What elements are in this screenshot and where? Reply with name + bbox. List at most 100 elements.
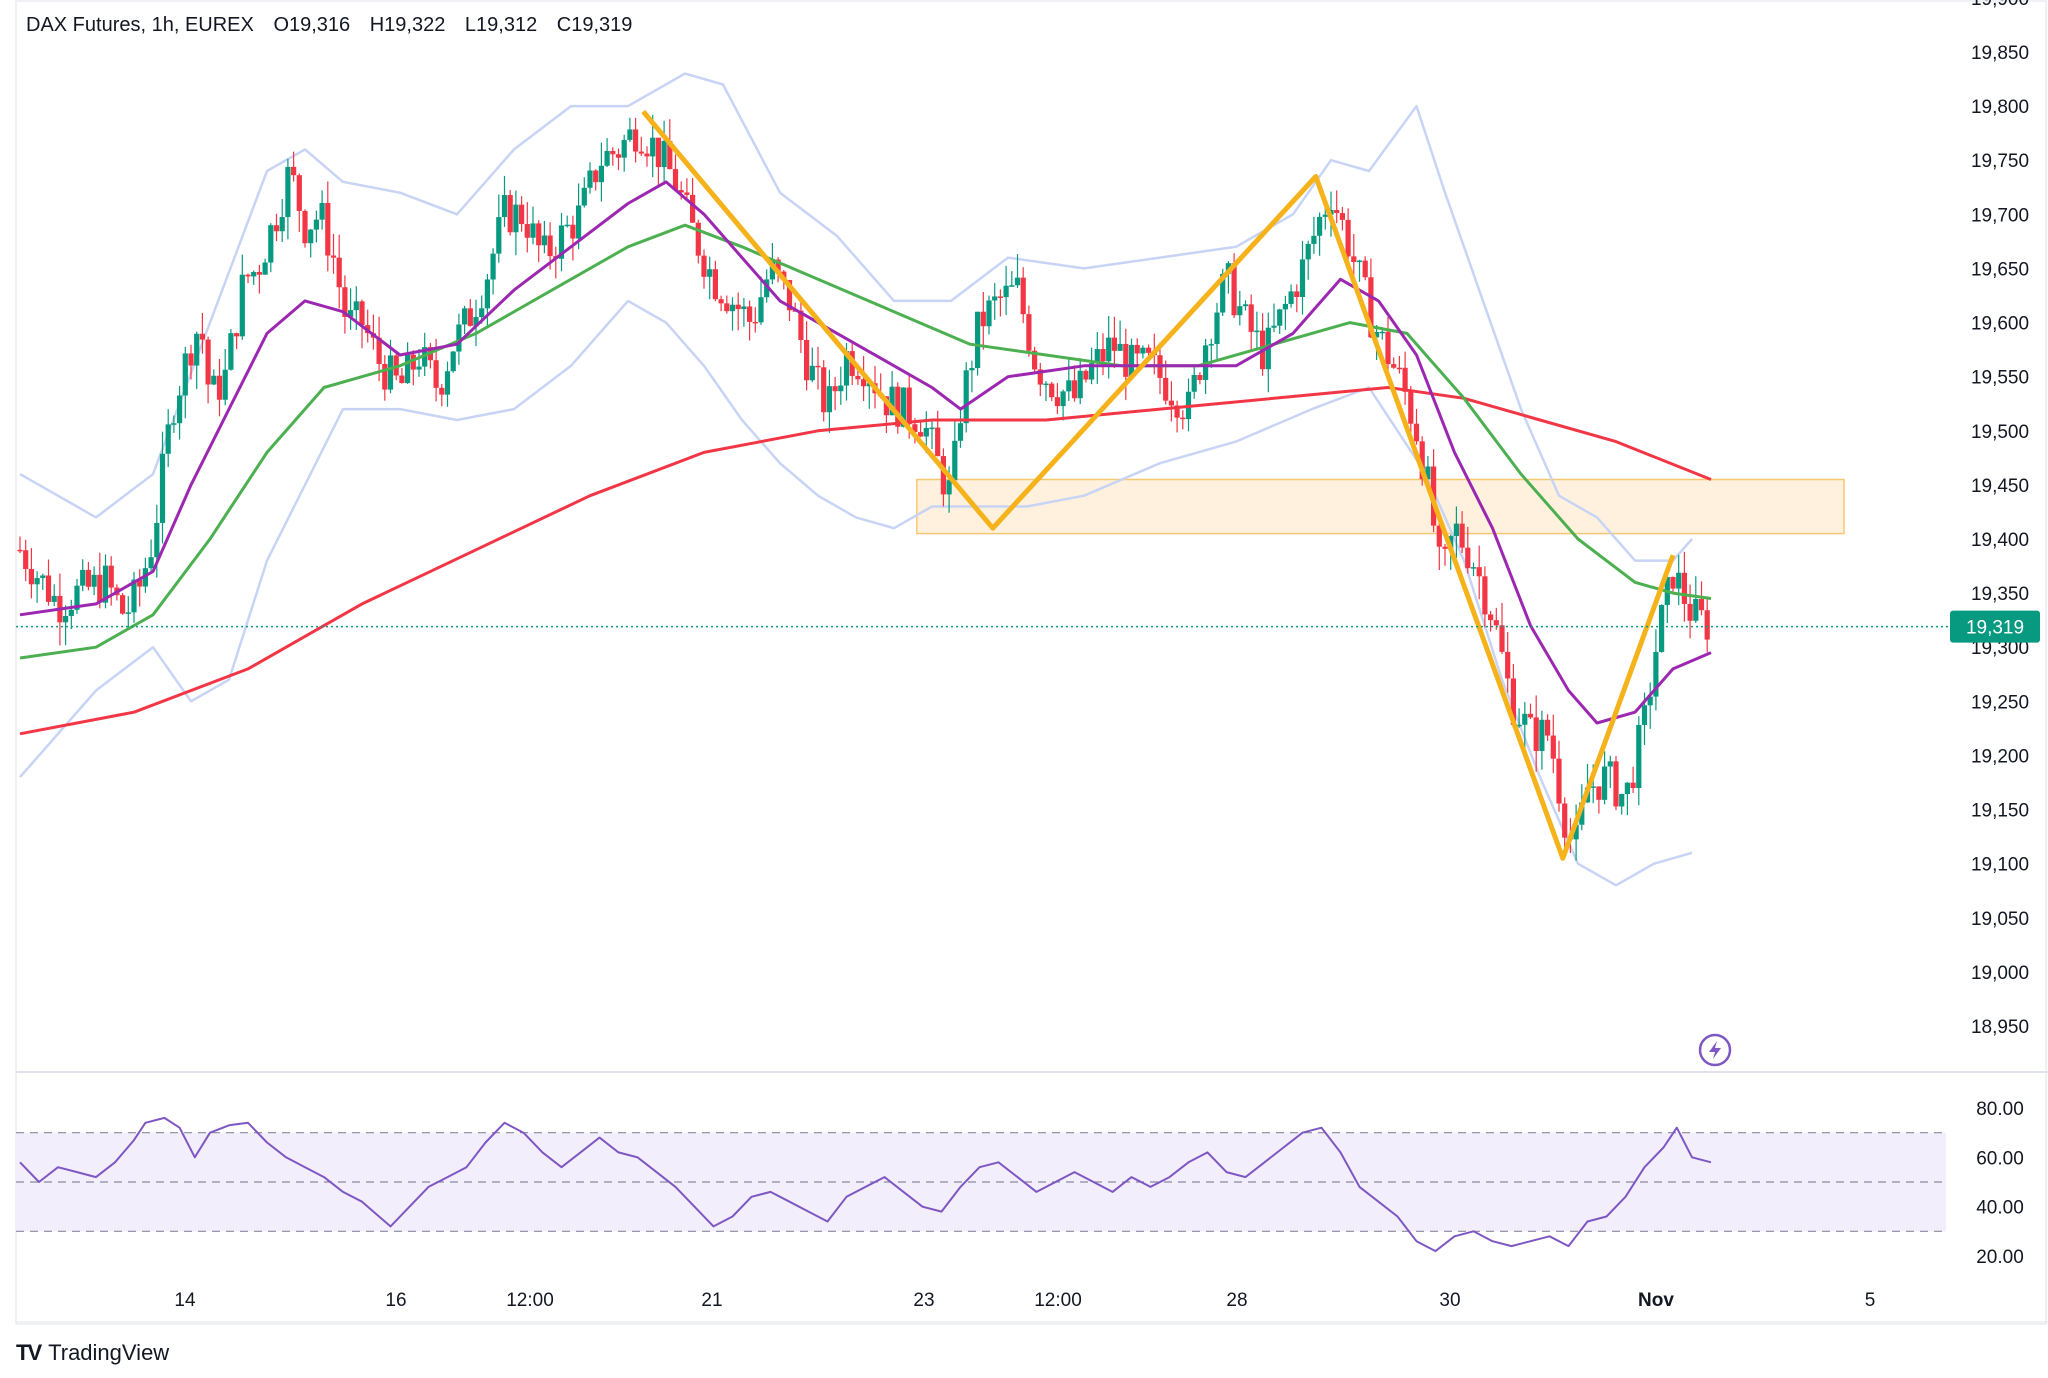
candle-body[interactable] (63, 616, 69, 623)
candle-body[interactable] (1562, 803, 1568, 838)
candle-body[interactable] (1641, 705, 1648, 725)
candle-body[interactable] (963, 370, 969, 424)
candle-body[interactable] (729, 304, 736, 312)
candle-body[interactable] (291, 166, 297, 176)
candle-body[interactable] (1522, 713, 1528, 725)
candle-body[interactable] (1128, 344, 1135, 377)
candle-body[interactable] (1071, 380, 1078, 399)
candle-body[interactable] (376, 337, 382, 364)
candle-body[interactable] (467, 308, 473, 326)
candle-body[interactable] (1425, 466, 1431, 480)
candle-body[interactable] (1089, 363, 1095, 380)
candle-body[interactable] (1111, 337, 1117, 351)
candle-body[interactable] (1539, 719, 1545, 752)
candle-body[interactable] (513, 204, 519, 233)
candle-body[interactable] (319, 202, 325, 220)
candle-body[interactable] (558, 225, 565, 259)
candle-body[interactable] (1009, 285, 1015, 287)
candle-body[interactable] (1545, 719, 1551, 736)
candle-body[interactable] (735, 304, 741, 310)
candle-body[interactable] (1066, 380, 1072, 392)
candle-body[interactable] (889, 386, 895, 416)
highlight-zone[interactable] (916, 478, 1845, 535)
candle-body[interactable] (268, 225, 274, 263)
candle-body[interactable] (1037, 369, 1043, 385)
candle-body[interactable] (285, 166, 291, 218)
candle-body[interactable] (251, 272, 257, 277)
candle-body[interactable] (17, 549, 23, 552)
candle-body[interactable] (752, 321, 758, 324)
candle-body[interactable] (1305, 243, 1311, 260)
candle-body[interactable] (1060, 391, 1066, 407)
candle-body[interactable] (205, 339, 211, 385)
candle-body[interactable] (336, 257, 342, 288)
candle-body[interactable] (644, 153, 650, 157)
candle-body[interactable] (1294, 291, 1300, 298)
candle-body[interactable] (667, 140, 673, 170)
candle-body[interactable] (399, 375, 405, 384)
candle-body[interactable] (262, 262, 268, 275)
candle-body[interactable] (239, 274, 245, 337)
candle-body[interactable] (108, 565, 114, 588)
candle-body[interactable] (1419, 441, 1425, 480)
candle-body[interactable] (1482, 576, 1488, 615)
candle-body[interactable] (524, 224, 530, 238)
candle-body[interactable] (1100, 349, 1106, 362)
candle-body[interactable] (1248, 304, 1254, 332)
candle-body[interactable] (1408, 391, 1414, 424)
candle-body[interactable] (501, 195, 508, 218)
candle-body[interactable] (1311, 235, 1317, 244)
candle-body[interactable] (992, 296, 998, 301)
candle-body[interactable] (712, 269, 718, 300)
candle-body[interactable] (809, 365, 815, 381)
candle-body[interactable] (1282, 303, 1288, 310)
candle-body[interactable] (1385, 331, 1391, 365)
candle-body[interactable] (678, 190, 684, 193)
candle-body[interactable] (433, 360, 439, 388)
candle-body[interactable] (45, 575, 52, 602)
candle-body[interactable] (1026, 314, 1032, 351)
candle-body[interactable] (1146, 347, 1152, 353)
candle-body[interactable] (382, 363, 388, 390)
candle-body[interactable] (1470, 567, 1477, 569)
candle-body[interactable] (1231, 263, 1237, 316)
candle-body[interactable] (1499, 625, 1505, 652)
candle-body[interactable] (177, 395, 183, 424)
candle-body[interactable] (1277, 309, 1283, 326)
candle-body[interactable] (450, 351, 456, 372)
candle-body[interactable] (975, 311, 981, 369)
candle-body[interactable] (900, 387, 907, 427)
candle-body[interactable] (228, 333, 234, 370)
candle-body[interactable] (855, 375, 861, 380)
candle-body[interactable] (1317, 216, 1323, 236)
candle-body[interactable] (279, 217, 285, 232)
candle-body[interactable] (1476, 567, 1482, 577)
candle-body[interactable] (1459, 523, 1465, 548)
candle-body[interactable] (97, 574, 103, 603)
candle-body[interactable] (85, 569, 91, 587)
candle-body[interactable] (273, 225, 280, 232)
candle-body[interactable] (1014, 277, 1021, 286)
candle-body[interactable] (690, 194, 696, 223)
candle-body[interactable] (684, 192, 690, 195)
candle-body[interactable] (701, 255, 707, 277)
candle-body[interactable] (216, 375, 223, 400)
candle-body[interactable] (815, 365, 821, 368)
candle-body[interactable] (1191, 374, 1197, 392)
candle-body[interactable] (1619, 793, 1625, 807)
candle-body[interactable] (718, 299, 724, 304)
candle-body[interactable] (171, 423, 177, 425)
candle-body[interactable] (804, 340, 810, 381)
candle-body[interactable] (1197, 374, 1203, 380)
candle-body[interactable] (1676, 572, 1682, 589)
candle-body[interactable] (1288, 291, 1294, 304)
candle-body[interactable] (1602, 766, 1608, 800)
candle-body[interactable] (28, 569, 34, 585)
candle-body[interactable] (838, 385, 844, 392)
candle-body[interactable] (764, 279, 770, 298)
candle-body[interactable] (593, 170, 599, 183)
candle-body[interactable] (627, 129, 633, 140)
candle-body[interactable] (444, 371, 451, 395)
candle-body[interactable] (120, 595, 126, 614)
